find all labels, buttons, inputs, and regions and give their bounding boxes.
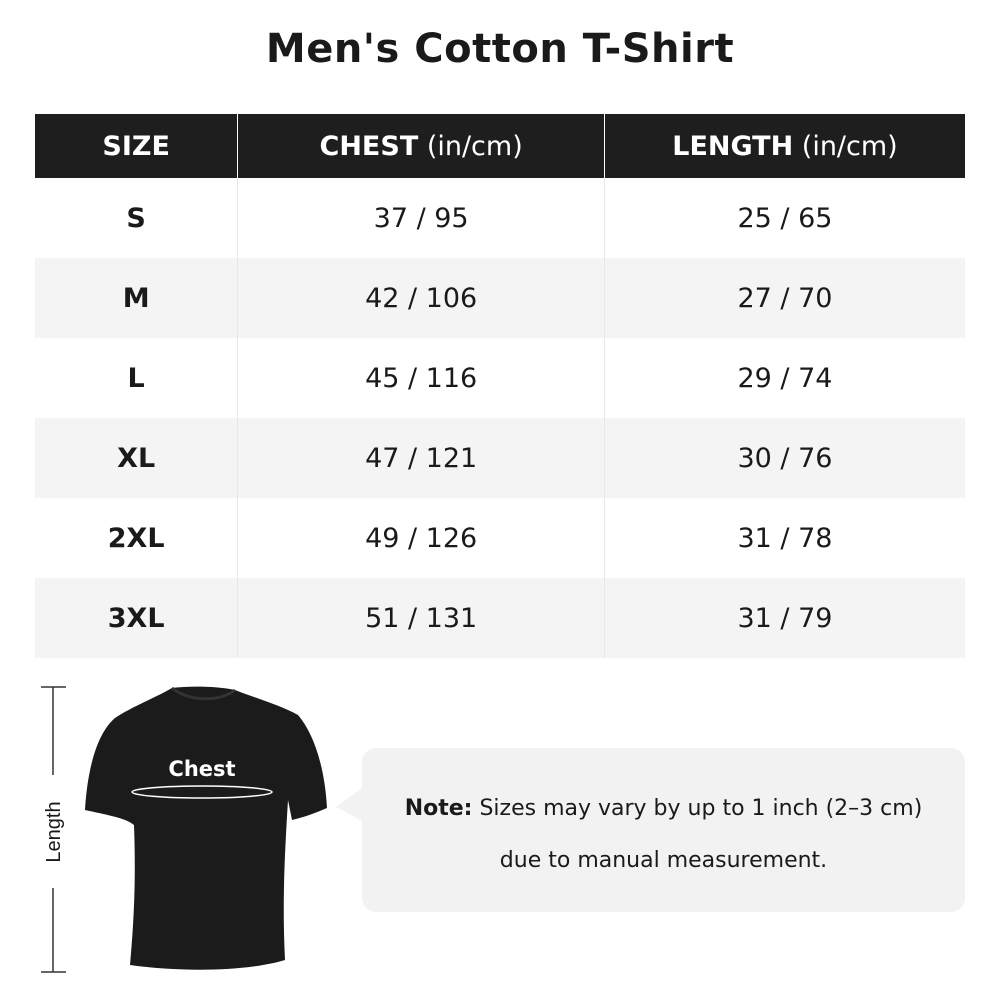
length-measure-icon: Length	[41, 686, 66, 973]
header-label: CHEST	[319, 130, 419, 162]
table-row: S 37 / 95 25 / 65	[35, 178, 965, 258]
table-row: 3XL 51 / 131 31 / 79	[35, 578, 965, 658]
note-line-2: due to manual measurement.	[499, 848, 828, 873]
header-unit: (in/cm)	[793, 130, 898, 162]
header-label: LENGTH	[672, 130, 794, 162]
chest-measure-icon	[131, 785, 273, 799]
length-cell: 27 / 70	[603, 258, 965, 338]
length-cell: 31 / 79	[603, 578, 965, 658]
note-line-1: Note: Sizes may vary by up to 1 inch (2–…	[362, 796, 965, 821]
header-unit: (in/cm)	[418, 130, 523, 162]
header-size: SIZE	[35, 114, 238, 178]
length-cell: 31 / 78	[603, 498, 965, 578]
size-cell: M	[35, 258, 238, 338]
size-cell: 2XL	[107, 522, 165, 554]
note-prefix: Note:	[404, 796, 473, 821]
chest-cell: 45 / 116	[237, 338, 605, 418]
table-header-row: SIZE CHEST (in/cm) LENGTH (in/cm)	[35, 114, 965, 178]
note-box: Note: Sizes may vary by up to 1 inch (2–…	[362, 748, 965, 912]
chest-label: Chest	[168, 757, 235, 781]
chest-cell: 42 / 106	[237, 258, 605, 338]
note-bubble-tail	[336, 785, 366, 823]
length-cell: 30 / 76	[603, 418, 965, 498]
chest-cell: 51 / 131	[237, 578, 605, 658]
tshirt-diagram: Length Chest	[41, 686, 327, 973]
page-title: Men's Cotton T-Shirt	[265, 26, 735, 72]
note-text: Sizes may vary by up to 1 inch (2–3 cm)	[472, 796, 923, 821]
tshirt-icon	[85, 686, 327, 970]
size-cell: L	[127, 362, 145, 394]
chest-cell: 49 / 126	[237, 498, 605, 578]
table-row: L 45 / 116 29 / 74	[35, 338, 965, 418]
table-row: 2XL 49 / 126 31 / 78	[35, 498, 965, 578]
size-cell: S	[126, 202, 146, 234]
length-cell: 25 / 65	[603, 178, 965, 258]
table-row: M 42 / 106 27 / 70	[35, 258, 965, 338]
header-chest: CHEST (in/cm)	[237, 114, 605, 178]
length-label: Length	[43, 801, 65, 862]
size-cell: 3XL	[35, 578, 238, 658]
length-cell: 29 / 74	[603, 338, 965, 418]
chest-cell: 47 / 121	[237, 418, 605, 498]
header-label: SIZE	[102, 130, 170, 162]
header-length: LENGTH (in/cm)	[603, 114, 965, 178]
size-chart-table: SIZE CHEST (in/cm) LENGTH (in/cm) S 37 / …	[35, 114, 965, 658]
size-cell: XL	[35, 418, 238, 498]
table-row: XL 47 / 121 30 / 76	[35, 418, 965, 498]
chest-cell: 37 / 95	[237, 178, 605, 258]
